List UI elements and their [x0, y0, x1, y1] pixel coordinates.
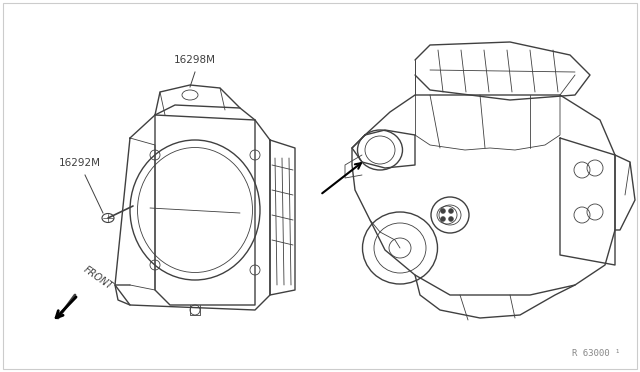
Circle shape — [440, 208, 445, 214]
Circle shape — [449, 217, 454, 221]
Text: R 63000 ¹: R 63000 ¹ — [572, 349, 620, 358]
Ellipse shape — [102, 214, 114, 222]
Circle shape — [449, 208, 454, 214]
Text: FRONT: FRONT — [82, 265, 115, 292]
Text: 16292M: 16292M — [59, 158, 101, 168]
Text: 16298M: 16298M — [174, 55, 216, 65]
Circle shape — [440, 217, 445, 221]
